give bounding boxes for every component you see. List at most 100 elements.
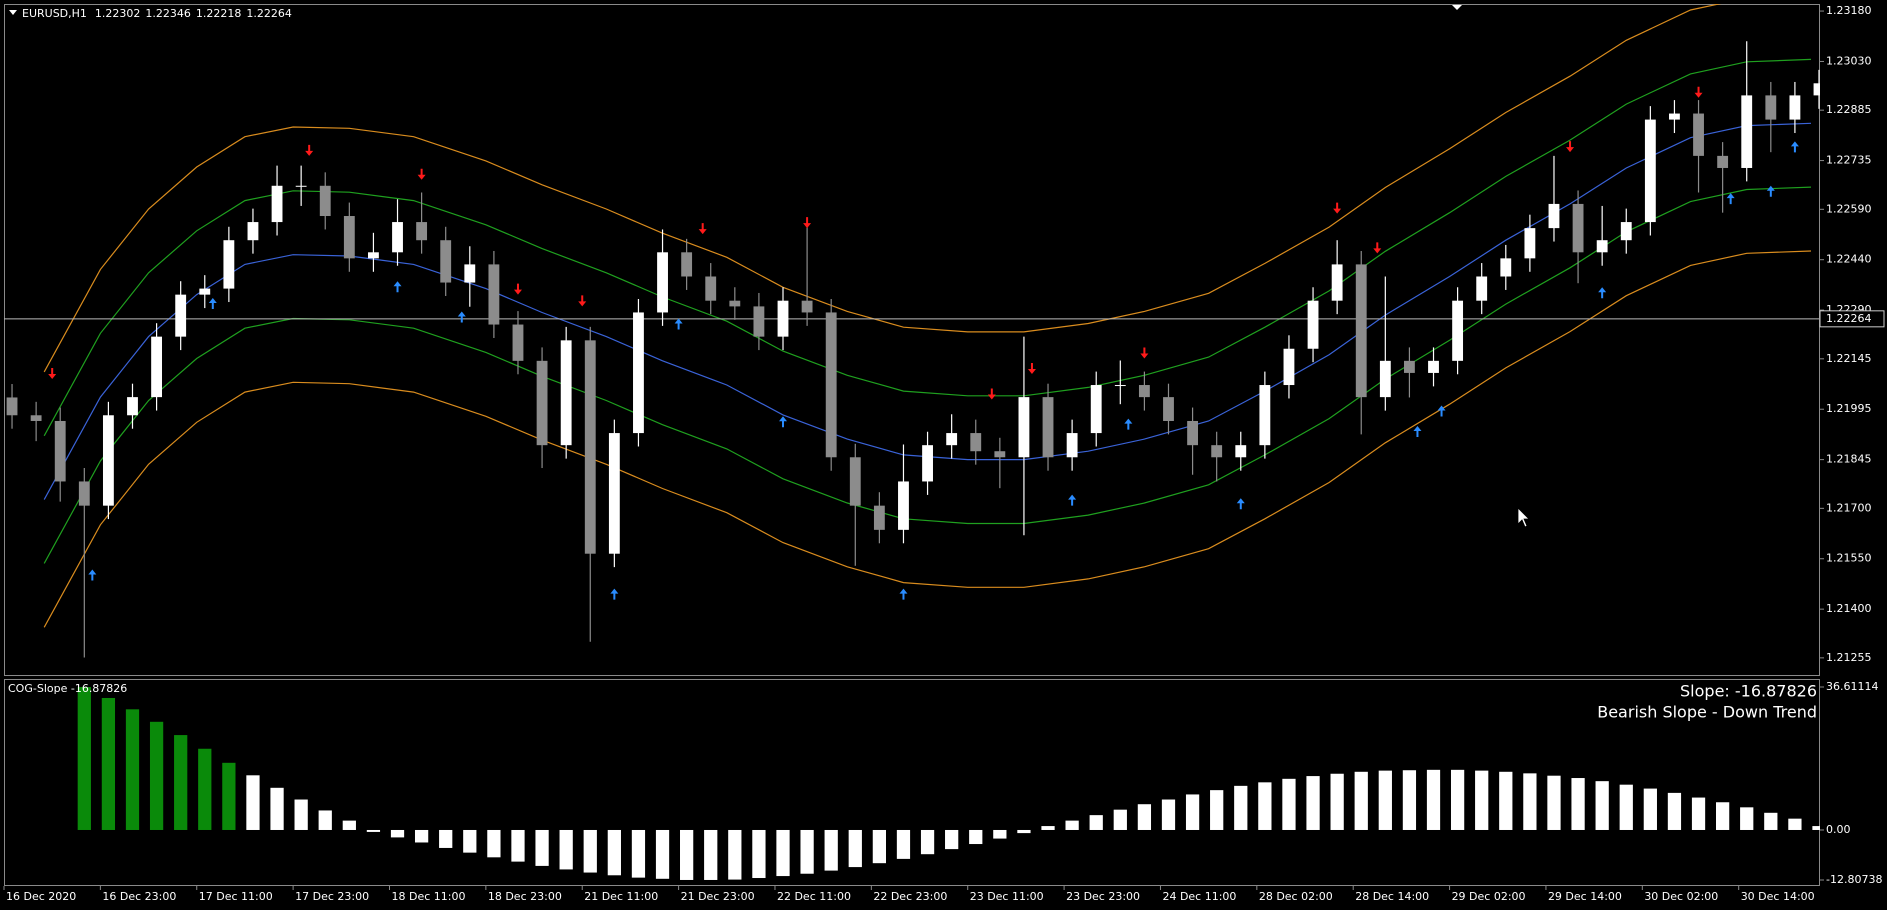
candle-body	[1163, 397, 1174, 421]
candle-body	[1114, 385, 1126, 387]
signal-arrow	[578, 295, 587, 307]
slope-bar	[1306, 776, 1320, 830]
candle-body	[777, 300, 789, 337]
candle-body	[1042, 397, 1054, 458]
candle-body	[681, 252, 693, 277]
candle-body	[127, 397, 138, 416]
candle-body	[898, 481, 909, 530]
indicator-panel-frame	[4, 679, 1820, 886]
slope-bar	[1258, 782, 1272, 830]
candle-body	[657, 252, 668, 313]
signal-arrow	[1373, 242, 1382, 254]
x-tick-label: 23 Dec 23:00	[1066, 890, 1140, 903]
y-tick-label: 1.22735	[1826, 154, 1872, 167]
slope-bar	[1402, 770, 1417, 830]
slope-bar	[1113, 809, 1127, 830]
signal-arrow	[208, 298, 217, 310]
signal-arrow	[779, 416, 788, 428]
symbol-title: EURUSD,H1	[22, 7, 87, 20]
y-tick-label: 1.22440	[1826, 253, 1872, 266]
symbol-menu-arrow[interactable]	[9, 10, 17, 15]
candle-body	[753, 306, 765, 337]
candle-body	[1403, 360, 1415, 373]
signal-arrow	[48, 367, 57, 379]
slope-bar	[1523, 773, 1537, 830]
slope-bar	[294, 799, 308, 830]
signal-arrow	[457, 311, 466, 323]
x-tick-label: 28 Dec 02:00	[1259, 890, 1333, 903]
candle-body	[994, 451, 1006, 458]
mouse-cursor	[1517, 507, 1530, 528]
price-label-box	[1819, 310, 1885, 328]
slope-bar	[1065, 820, 1079, 830]
slope-bar	[607, 829, 621, 876]
y-tick-label: 36.61114	[1826, 680, 1879, 693]
slope-bar	[993, 829, 1007, 839]
slope-bar	[246, 775, 260, 830]
candle-body	[247, 222, 259, 241]
slope-bar	[583, 829, 597, 873]
candle-body	[1138, 385, 1150, 398]
candle-body	[512, 324, 524, 361]
main-panel-frame	[4, 4, 1820, 676]
y-tick-label: 1.22145	[1826, 352, 1872, 365]
candle-body	[946, 433, 958, 446]
signal-arrow	[1236, 498, 1245, 510]
candle-body	[1524, 228, 1536, 259]
x-tick-label: 22 Dec 11:00	[777, 890, 851, 903]
slope-bar	[1691, 797, 1706, 830]
signal-arrow	[1566, 141, 1575, 153]
slope-bar	[704, 829, 718, 880]
candle-body	[343, 216, 355, 259]
x-tick-label: 16 Dec 2020	[6, 890, 76, 903]
signal-arrow	[1726, 193, 1735, 205]
candle-body	[1476, 276, 1488, 301]
candle-body	[1765, 95, 1777, 120]
candle-body	[1211, 445, 1223, 458]
candle-body	[1572, 203, 1584, 253]
x-tick-label: 22 Dec 23:00	[873, 890, 947, 903]
quote-value: 1.22302	[95, 7, 141, 20]
y-tick-label: 1.21995	[1826, 402, 1872, 415]
candle-body	[1259, 385, 1271, 446]
x-tick-label: 18 Dec 23:00	[488, 890, 562, 903]
candle-body	[536, 360, 548, 446]
slope-bar	[1210, 790, 1224, 830]
signal-arrow	[803, 217, 812, 229]
signal-arrow	[1790, 141, 1799, 153]
candle-body	[392, 222, 403, 253]
slope-bar	[800, 829, 814, 874]
candle-body	[560, 340, 572, 446]
slope-bar	[1185, 794, 1200, 830]
indicator-title: COG-Slope -16.87826	[8, 682, 127, 695]
slope-bar	[631, 829, 646, 878]
x-tick-label: 30 Dec 02:00	[1644, 890, 1718, 903]
candle-body	[175, 294, 187, 337]
signal-arrow	[698, 223, 707, 235]
candle-body	[1693, 113, 1704, 156]
slope-bar	[1282, 778, 1296, 830]
y-tick-label: 1.23030	[1826, 54, 1872, 67]
y-tick-label: 1.22885	[1826, 103, 1872, 116]
candle-body	[729, 300, 741, 307]
slope-bar	[222, 762, 236, 830]
candle-body	[1596, 240, 1608, 253]
quote-value: 1.22346	[145, 7, 191, 20]
candle-body	[1018, 397, 1030, 458]
candle-body	[1669, 113, 1680, 120]
band-line	[43, 250, 1812, 628]
x-tick-label: 21 Dec 23:00	[681, 890, 755, 903]
signal-arrow	[1140, 347, 1149, 359]
y-tick-label: 1.21550	[1826, 552, 1872, 565]
candle-body	[78, 481, 90, 506]
signal-arrow	[305, 144, 314, 156]
slope-bar	[969, 829, 983, 845]
signal-arrow	[1766, 185, 1775, 197]
slope-bar	[125, 709, 140, 830]
slope-bar	[1571, 778, 1585, 830]
candle-body	[102, 415, 114, 506]
slope-bar	[872, 829, 887, 864]
